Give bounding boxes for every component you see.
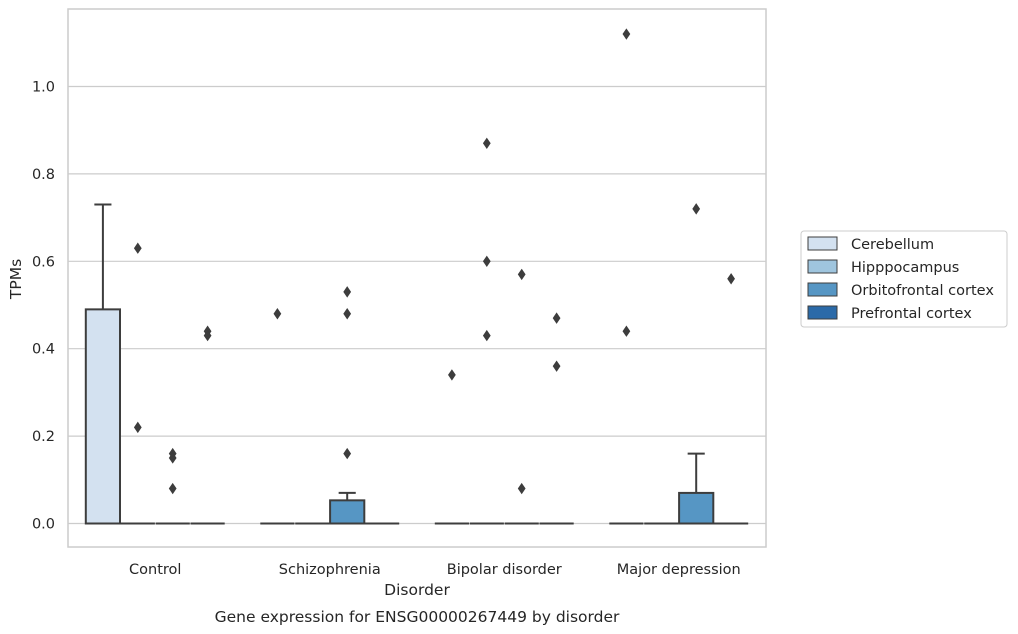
legend-label: Prefrontal cortex xyxy=(851,306,972,322)
outlier-point xyxy=(517,482,526,495)
x-tick-label: Schizophrenia xyxy=(279,562,381,578)
outlier-point xyxy=(168,452,177,464)
legend-swatch xyxy=(807,282,838,297)
legend-swatch xyxy=(807,236,838,251)
y-tick-label: 0.0 xyxy=(32,517,55,533)
outlier-layer xyxy=(133,28,735,495)
y-tick-label: 0.6 xyxy=(32,254,55,270)
box-orbitofrontal-cortex xyxy=(329,491,366,525)
x-axis-title: Disorder xyxy=(384,581,450,599)
legend-swatch xyxy=(807,259,838,274)
outlier-point xyxy=(168,482,177,495)
plot-frame xyxy=(67,8,767,548)
y-tick-label: 0.8 xyxy=(32,167,55,183)
chart-caption: Gene expression for ENSG00000267449 by d… xyxy=(215,608,620,626)
outlier-point xyxy=(133,242,142,254)
legend-swatch xyxy=(807,305,838,320)
outlier-point xyxy=(622,325,631,337)
outlier-point xyxy=(517,268,526,281)
box-body xyxy=(678,491,715,525)
outlier-point xyxy=(203,329,212,342)
x-tick-label: Control xyxy=(129,562,181,578)
y-axis-title: TPMs xyxy=(7,259,25,300)
outlier-point xyxy=(273,308,282,320)
outlier-point xyxy=(133,421,142,434)
box-cerebellum xyxy=(84,203,122,525)
y-tick-label: 0.4 xyxy=(32,342,55,358)
outlier-point xyxy=(552,360,561,372)
box-orbitofrontal-cortex xyxy=(678,452,715,525)
y-tick-label: 0.2 xyxy=(32,429,55,445)
outlier-point xyxy=(622,28,631,40)
outlier-point xyxy=(482,329,491,342)
outlier-point xyxy=(448,369,456,381)
legend-items: Cerebellum Hipppocampus Orbitofrontal cort… xyxy=(807,236,994,322)
outlier-point xyxy=(482,137,491,150)
legend-label: Orbitofrontal cortex xyxy=(851,283,994,299)
y-tick-label: 1.0 xyxy=(32,80,55,96)
x-tick-labels: Control Schizophrenia Bipolar disorder Majo… xyxy=(129,562,741,578)
legend: Cerebellum Hipppocampus Orbitofrontal cort… xyxy=(800,230,1008,328)
box-layer xyxy=(84,203,749,525)
box-body xyxy=(329,499,366,525)
outlier-point xyxy=(692,203,701,215)
outlier-point xyxy=(343,286,352,298)
legend-label: Hipppocampus xyxy=(851,260,959,276)
outlier-point xyxy=(343,447,352,460)
legend-frame xyxy=(800,230,1008,328)
outlier-point xyxy=(343,308,352,320)
y-tick-labels: 0.0 0.2 0.4 0.6 0.8 1.0 xyxy=(32,80,55,533)
box-body xyxy=(84,308,122,525)
x-tick-label: Major depression xyxy=(617,562,741,578)
x-tick-label: Bipolar disorder xyxy=(447,562,562,578)
outlier-point xyxy=(482,255,491,268)
outlier-point xyxy=(552,312,561,324)
legend-label: Cerebellum xyxy=(851,237,934,253)
outlier-point xyxy=(727,273,735,285)
